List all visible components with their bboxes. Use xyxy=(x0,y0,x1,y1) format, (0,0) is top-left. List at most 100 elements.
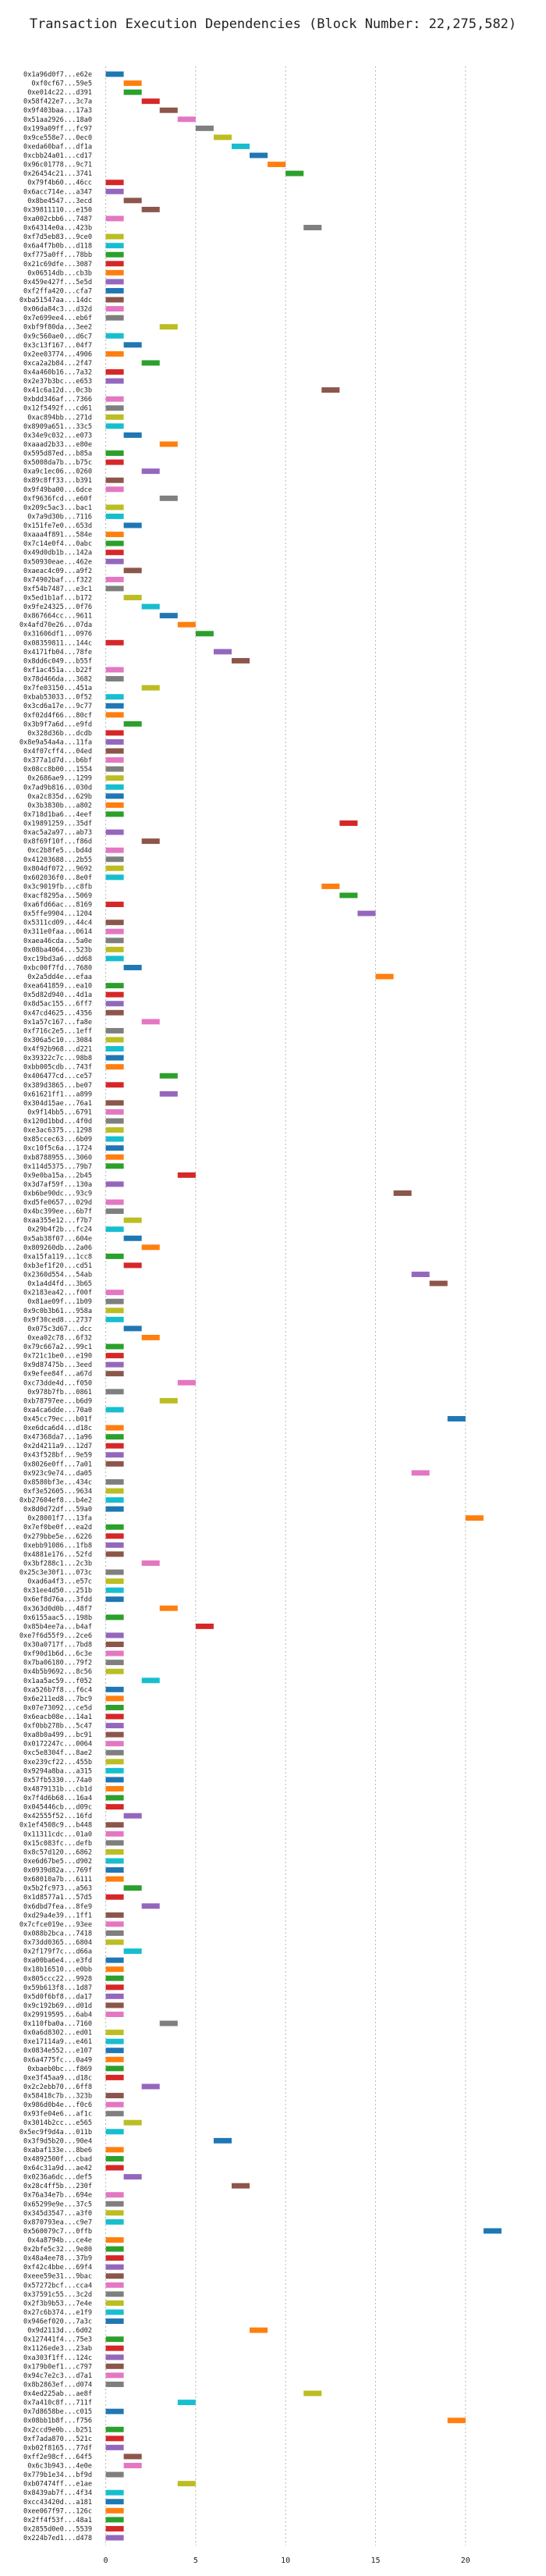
y-tick-label: 0x721c1be0...e190 xyxy=(23,1353,92,1361)
task-bar xyxy=(159,613,178,619)
chart-title: Transaction Execution Dependencies (Bloc… xyxy=(30,16,516,32)
y-tick-label: 0x5311cd09...44c4 xyxy=(23,920,92,927)
task-bar xyxy=(159,107,178,113)
task-bar xyxy=(105,396,124,402)
task-bar xyxy=(303,225,322,230)
y-tick-label: 0x6e211ed8...7bc9 xyxy=(23,1695,92,1703)
y-tick-label: 0x2ccd9e0b...b251 xyxy=(23,2426,92,2434)
y-tick-label: 0xebb91086...1fb8 xyxy=(23,1542,92,1550)
y-tick-label: 0xa4ca6dde...70a0 xyxy=(23,1407,92,1414)
task-bar xyxy=(105,2408,124,2414)
task-bar xyxy=(213,2137,232,2144)
task-bar xyxy=(321,883,340,889)
y-tick-label: 0x43f528bf...9e59 xyxy=(23,1452,92,1460)
y-tick-label: 0x151fe7e0...653d xyxy=(23,522,92,530)
task-bar xyxy=(123,342,142,348)
task-bar xyxy=(105,1894,124,1900)
y-tick-label: 0x34e9c032...e073 xyxy=(23,432,92,439)
y-tick-label: 0xf716c2e5...1eff xyxy=(23,1027,92,1035)
y-tick-label: 0xbab53033...0f52 xyxy=(23,694,92,702)
task-bar xyxy=(105,2336,124,2343)
y-tick-label: 0xf42c4bbe...69f4 xyxy=(23,2264,92,2272)
task-bar xyxy=(105,1533,124,1539)
task-bar xyxy=(105,1001,124,1007)
y-tick-label: 0x3bf288c1...2c3b xyxy=(23,1560,92,1567)
task-bar xyxy=(105,1686,124,1692)
task-bar xyxy=(105,486,124,493)
y-tick-label: 0x41c6a12d...0c3b xyxy=(23,387,92,395)
task-bar xyxy=(105,2489,124,2496)
task-bar xyxy=(105,1407,124,1413)
y-tick-label: 0x25c3e30f1...073c xyxy=(20,1569,92,1577)
y-tick-label: 0x30a0717f...7bd8 xyxy=(23,1642,92,1649)
y-tick-label: 0x78d466da...3682 xyxy=(23,676,92,684)
y-tick-label: 0x9efee84f...a67d xyxy=(23,1371,92,1379)
y-tick-label: 0x76a34e7b...694e xyxy=(23,2192,92,2200)
task-bar xyxy=(105,1389,124,1395)
y-tick-label: 0xbdd346af...7366 xyxy=(23,396,92,404)
task-bar xyxy=(105,1984,124,1991)
task-bar xyxy=(105,1848,124,1855)
task-bar xyxy=(177,1379,196,1386)
y-tick-label: 0x8f69f10f...f86d xyxy=(23,838,92,846)
task-bar xyxy=(105,1876,124,1882)
task-bar xyxy=(123,1948,142,1955)
y-tick-label: 0x804df072...9692 xyxy=(23,865,92,873)
y-tick-label: 0xf1ac451a...b22f xyxy=(23,667,92,674)
y-tick-label: 0x1a96d0f7...e62e xyxy=(23,71,92,79)
y-tick-label: 0x1ef4508c9...b448 xyxy=(20,1822,92,1830)
task-bar xyxy=(105,2264,124,2270)
y-tick-label: 0xc10f5c6a...1724 xyxy=(23,1145,92,1153)
x-tick-label: 20 xyxy=(461,2556,470,2565)
task-bar xyxy=(105,1127,124,1133)
y-tick-label: 0xff2e98cf...64f5 xyxy=(23,2453,92,2461)
y-tick-label: 0x47368da7...1a96 xyxy=(23,1434,92,1442)
task-bar xyxy=(105,1488,124,1494)
y-tick-label: 0x28001f7...13fa xyxy=(27,1515,92,1523)
task-bar xyxy=(141,2083,160,2090)
task-bar xyxy=(105,1858,124,1864)
y-tick-label: 0x3014b2cc...e565 xyxy=(23,2119,92,2127)
y-tick-label: 0xb8788955...3060 xyxy=(23,1154,92,1162)
y-tick-label: 0x39322c7c...98b8 xyxy=(23,1055,92,1062)
task-bar xyxy=(105,1145,124,1151)
task-bar xyxy=(105,865,124,871)
task-bar xyxy=(105,1804,124,1810)
y-tick-label: 0x3f9d5b20...90e4 xyxy=(23,2137,92,2145)
y-tick-label: 0x5ed1b1af...b172 xyxy=(23,595,92,603)
task-bar xyxy=(105,2372,124,2379)
task-bar xyxy=(105,991,124,998)
y-tick-label: 0x4879131b...cb1d xyxy=(23,1785,92,1793)
y-tick-label: 0x4a460b16...7a32 xyxy=(23,368,92,376)
y-tick-label: 0xabaf133e...8be6 xyxy=(23,2147,92,2154)
task-bar xyxy=(105,558,124,564)
task-bar xyxy=(105,306,124,312)
task-bar xyxy=(231,144,250,149)
task-bar xyxy=(159,324,178,330)
task-bar xyxy=(105,730,124,736)
task-bar xyxy=(105,233,124,240)
task-bar xyxy=(105,2246,124,2252)
y-tick-label: 0x560079c7...0ffb xyxy=(23,2228,92,2236)
y-tick-label: 0x6155aac5...198b xyxy=(23,1614,92,1622)
y-tick-label: 0x389d3865...be07 xyxy=(23,1082,92,1090)
y-tick-label: 0xf0cf67...59e5 xyxy=(31,80,92,88)
y-tick-label: 0x199a09ff...fc97 xyxy=(23,125,92,133)
y-tick-label: 0x279bbe5e...6226 xyxy=(23,1533,92,1541)
y-tick-label: 0x7a9d30b...7116 xyxy=(27,513,92,521)
y-tick-label: 0x21c69dfe...3087 xyxy=(23,261,92,269)
task-bar xyxy=(105,1163,124,1169)
y-tick-label: 0x6a4f7b0b...d118 xyxy=(23,243,92,251)
task-bar xyxy=(105,2354,124,2361)
task-bar xyxy=(123,2174,142,2180)
y-tick-label: 0x7f4d6b68...16a4 xyxy=(23,1795,92,1802)
y-tick-label: 0xaea46cda...5a0e xyxy=(23,938,92,945)
task-bar xyxy=(105,71,124,77)
y-tick-label: 0x311e0faa...0614 xyxy=(23,928,92,936)
y-tick-label: 0x11311cdc...01a0 xyxy=(23,1831,92,1838)
task-bar xyxy=(105,1506,124,1512)
task-bar xyxy=(339,892,358,898)
task-bar xyxy=(159,1073,178,1079)
y-tick-label: 0xbf9f80da...3ee2 xyxy=(23,324,92,332)
y-tick-label: 0x27c6b374...e1f9 xyxy=(23,2309,92,2317)
